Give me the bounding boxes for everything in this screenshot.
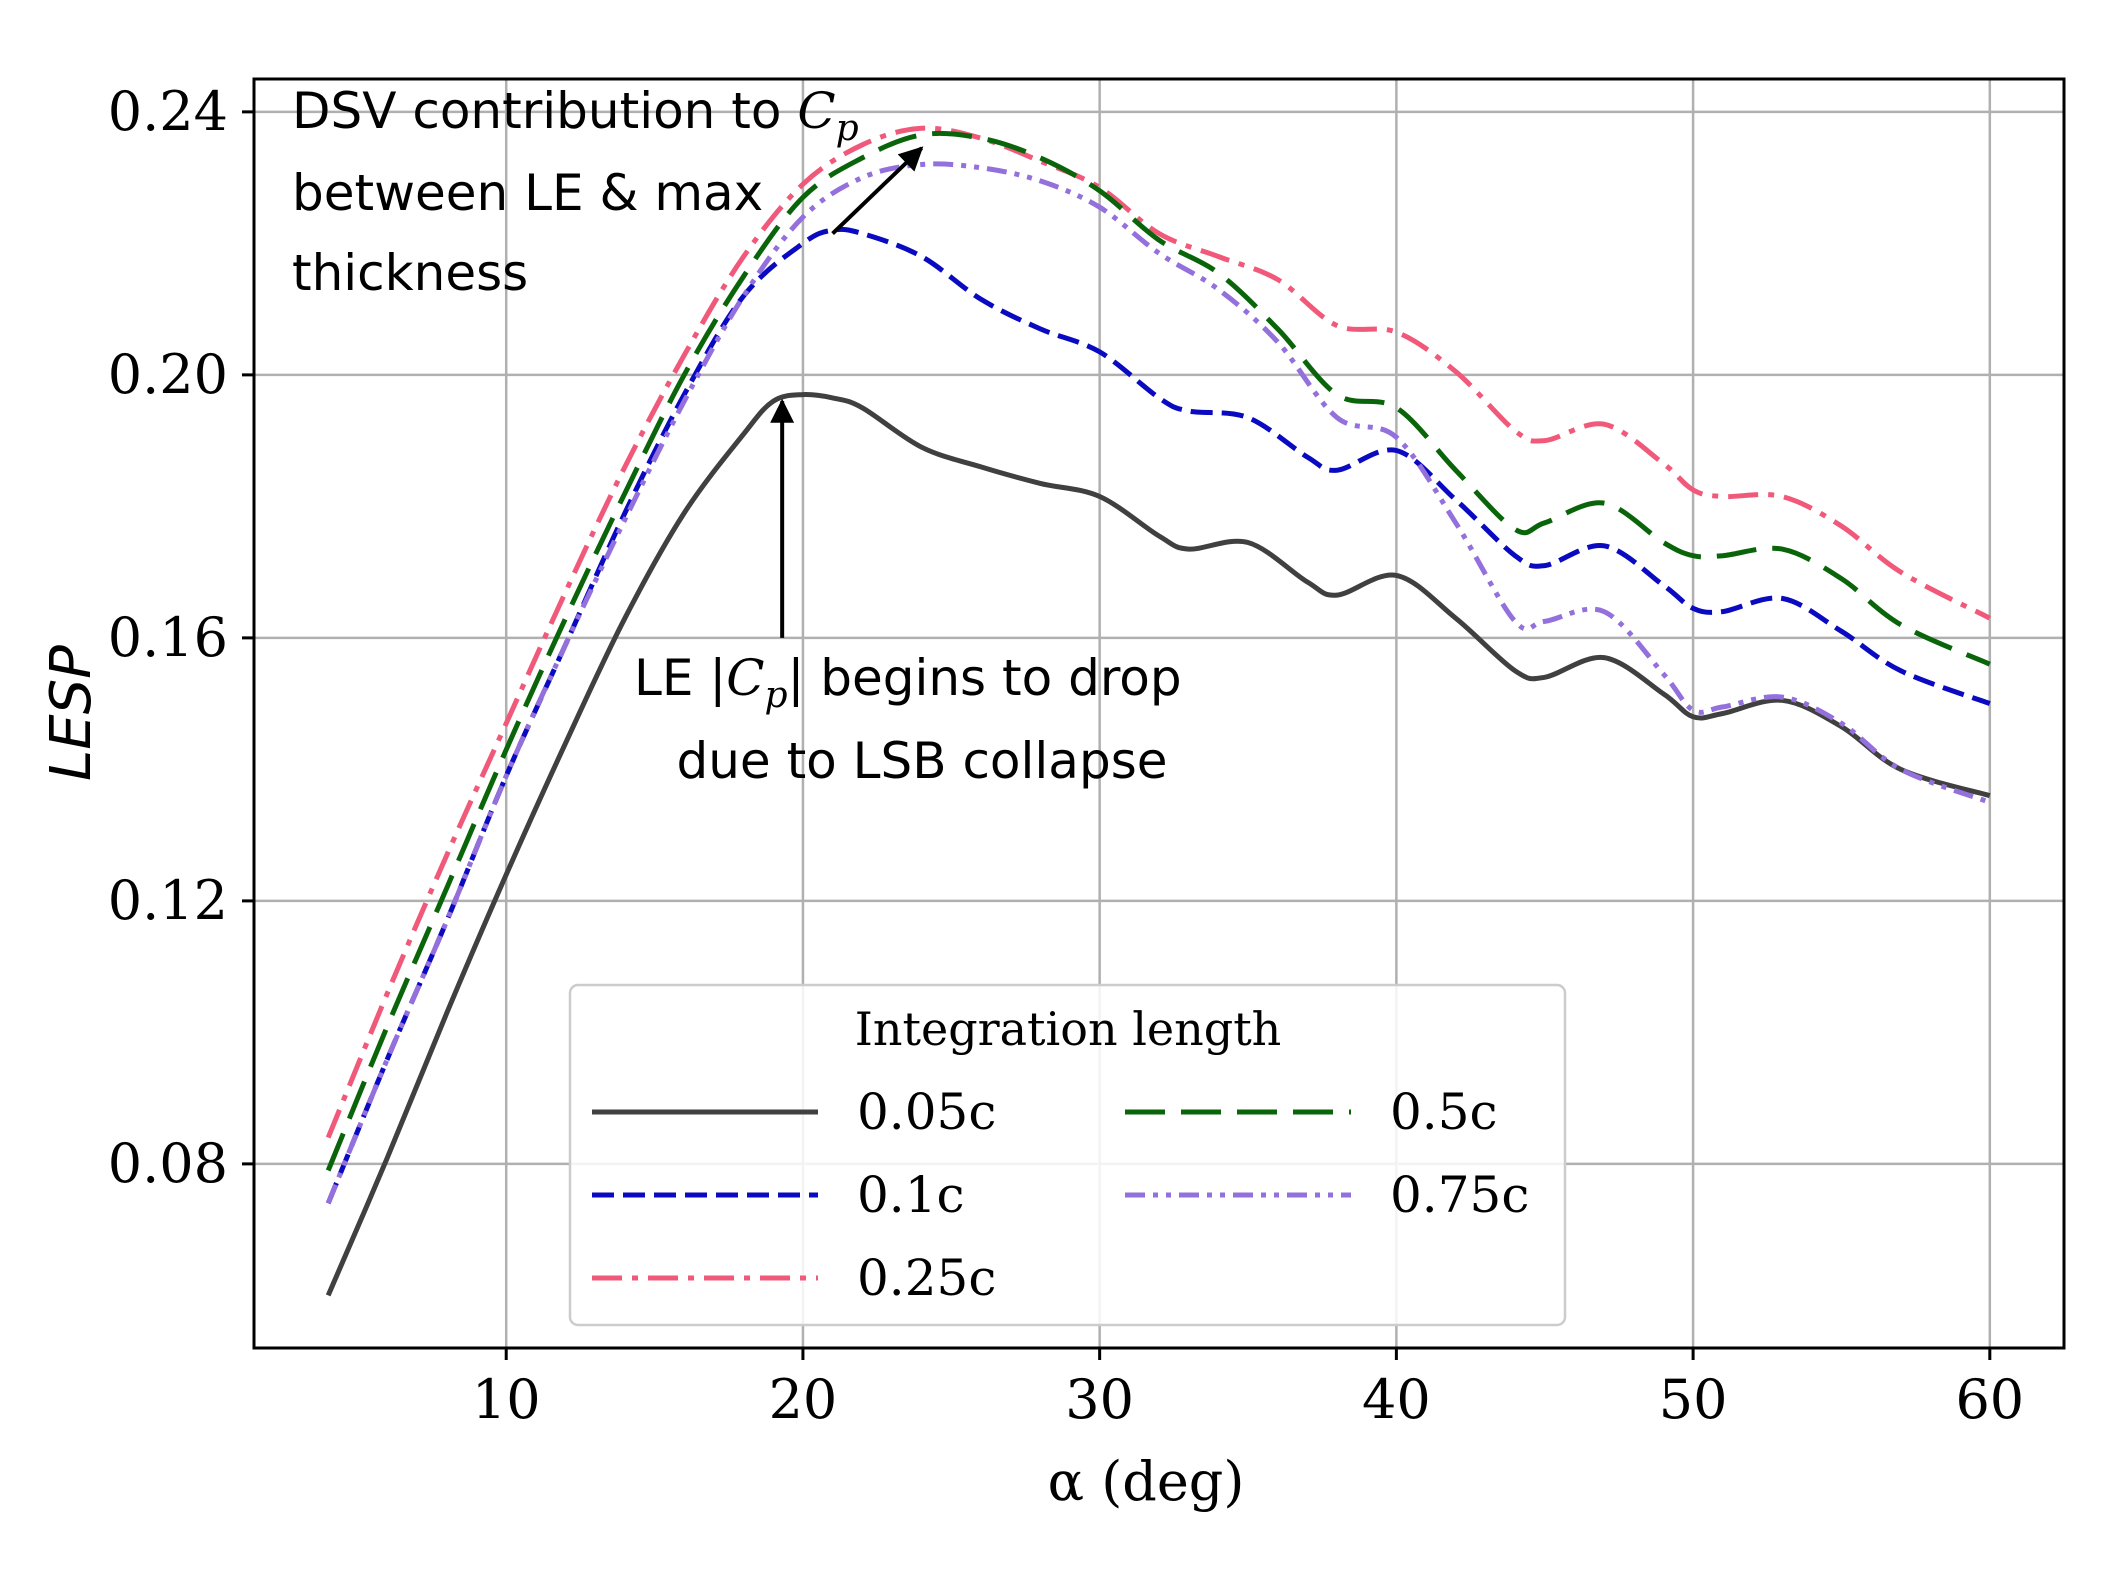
y-tick-label: 0.20 [108, 343, 228, 406]
x-axis-ticks: 10 20 30 40 50 60 [472, 1348, 2024, 1431]
series-line-0.05c [325, 392, 1991, 1297]
legend-item-0.25c: 0.25c [592, 1249, 996, 1307]
y-tick-label: 0.16 [108, 606, 228, 669]
x-tick-label: 40 [1362, 1368, 1431, 1431]
legend-label: 0.05c [857, 1083, 996, 1141]
x-tick-label: 30 [1065, 1368, 1134, 1431]
x-tick-label: 60 [1955, 1368, 2024, 1431]
cp-subscript: p [764, 675, 787, 716]
annotation-dsv-line3: thickness [292, 244, 528, 302]
x-tick-label: 50 [1659, 1368, 1728, 1431]
y-axis-ticks: 0.08 0.12 0.16 0.20 0.24 [108, 80, 254, 1195]
y-tick-label: 0.08 [108, 1132, 228, 1195]
legend-item-0.5c: 0.5c [1125, 1083, 1498, 1141]
legend-item-0.1c: 0.1c [592, 1166, 965, 1224]
y-tick-label: 0.24 [108, 80, 228, 143]
legend-entries: 0.05c 0.1c 0.25c 0.5c 0.75c [592, 1083, 1529, 1307]
legend-label: 0.25c [857, 1249, 996, 1307]
x-tick-label: 10 [472, 1368, 541, 1431]
legend-label: 0.1c [857, 1166, 965, 1224]
legend-item-0.05c: 0.05c [592, 1083, 996, 1141]
y-tick-label: 0.12 [108, 869, 228, 932]
series-line-0.5c [325, 130, 1991, 1172]
series-line-0.75c [325, 161, 1991, 1205]
legend-title: Integration length [855, 1002, 1282, 1056]
annotation-dsv-line1: DSV contribution to Cp [292, 82, 859, 149]
annotation-le-text-a: LE | [634, 649, 726, 707]
x-tick-label: 20 [769, 1368, 838, 1431]
plot-frame [252, 77, 2066, 1350]
annotation-le-line1: LE |Cp| begins to drop [634, 649, 1182, 716]
annotation-dsv-text: DSV contribution to [292, 82, 797, 140]
series-line-0.25c [325, 125, 1991, 1139]
series-lines [325, 125, 1991, 1297]
annotation-dsv-arrow [831, 146, 924, 235]
cp-subscript: p [836, 108, 859, 149]
legend: Integration length 0.05c 0.1c 0.25c 0.5c 0.7… [568, 983, 1567, 1327]
x-axis-label: α (deg) [1048, 1450, 1245, 1513]
legend-box [568, 983, 1567, 1327]
annotation-dsv-line2: between LE & max [292, 164, 763, 222]
y-axis-label: LESP [39, 645, 104, 781]
legend-label: 0.75c [1390, 1166, 1529, 1224]
cp-symbol: C [726, 649, 764, 707]
grid [254, 79, 2064, 1348]
annotation-le-text-b: | begins to drop [788, 649, 1182, 707]
cp-symbol: C [797, 82, 835, 140]
legend-label: 0.5c [1390, 1083, 1498, 1141]
annotation-le-line2: due to LSB collapse [676, 732, 1167, 790]
legend-item-0.75c: 0.75c [1125, 1166, 1529, 1224]
